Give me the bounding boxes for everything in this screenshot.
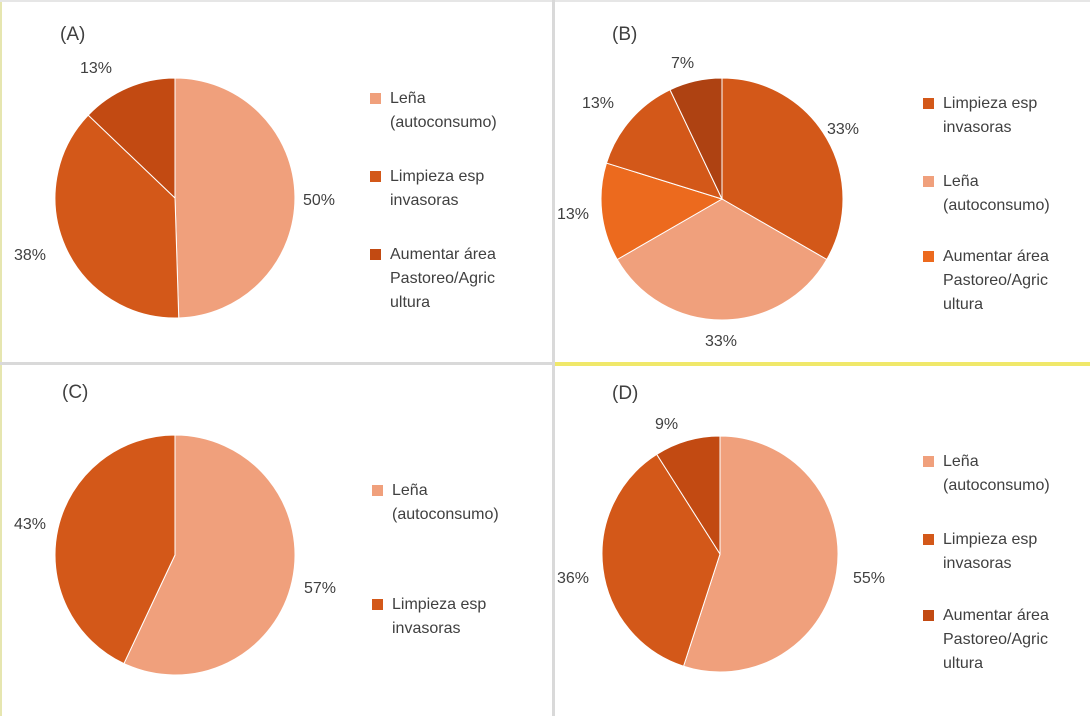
pie-slice-a-2: [87, 77, 176, 200]
data-label-a-0: 50%: [303, 192, 335, 209]
pie-slice-d-0: [682, 435, 839, 673]
legend-entry-b-1-line-0: Leña: [943, 173, 979, 190]
legend-entry-c-1-line-0: Limpieza esp: [392, 596, 486, 613]
pie-panel-d: (D) 55% 36% 9% Leña (autoconsumo) Limpieza esp…: [555, 366, 1090, 716]
pie-chart-b: (B) 33% 33% 13% 13% 7% Limpieza esp invasoras Le…: [557, 24, 1050, 350]
panel-label-b: (B): [612, 24, 637, 45]
pie-panel-c: (C) 57% 43% Leña (autoconsumo) Limpieza esp in…: [0, 365, 552, 716]
pie-slice-d-1: [601, 453, 721, 667]
data-label-c-1: 43%: [14, 516, 46, 533]
data-label-a-1: 38%: [14, 247, 46, 264]
data-label-d-2: 9%: [655, 416, 678, 433]
legend-swatch-b-1: [923, 176, 934, 187]
divider-vertical: [552, 0, 555, 716]
pie-slice-b-4: [669, 77, 723, 200]
pie-chart-d: (D) 55% 36% 9% Leña (autoconsumo) Limpieza esp…: [557, 383, 1050, 673]
legend-swatch-a-1: [370, 171, 381, 182]
legend-entry-b-0-line-1: invasoras: [943, 119, 1011, 136]
pie-slice-b-0: [721, 77, 844, 261]
data-label-b-0: 33%: [827, 121, 859, 138]
legend-entry-d-2-line-2: ultura: [943, 655, 983, 672]
legend-entry-c-1-line-1: invasoras: [392, 620, 460, 637]
legend-entry-d-2-line-1: Pastoreo/Agric: [943, 631, 1048, 648]
panel-label-d: (D): [612, 383, 638, 404]
pie-slice-b-2: [600, 162, 724, 261]
legend-entry-a-2-line-0: Aumentar área: [390, 246, 496, 263]
divider-horizontal-left: [0, 362, 552, 365]
legend-entry-b-2-line-0: Aumentar área: [943, 248, 1049, 265]
frame-left-edge: [0, 0, 2, 716]
legend-entry-b-1-line-1: (autoconsumo): [943, 197, 1050, 214]
data-label-b-2: 13%: [557, 206, 589, 223]
data-label-c-0: 57%: [304, 580, 336, 597]
legend-entry-b-0-line-0: Limpieza esp: [943, 95, 1037, 112]
legend-entry-a-1-line-1: invasoras: [390, 192, 458, 209]
legend-entry-a-2-line-1: Pastoreo/Agric: [390, 270, 495, 287]
pie-slice-a-1: [54, 114, 180, 319]
panel-label-a: (A): [60, 24, 85, 45]
legend-swatch-c-1: [372, 599, 383, 610]
pie-panel-a: (A) 50% 38% 13% Leña (autoconsumo) Limpieza es…: [0, 0, 552, 362]
pie-chart-a: (A) 50% 38% 13% Leña (autoconsumo) Limpieza es…: [14, 24, 497, 319]
legend-entry-d-2-line-0: Aumentar área: [943, 607, 1049, 624]
legend-entry-d-0-line-1: (autoconsumo): [943, 477, 1050, 494]
legend-entry-a-0-line-1: (autoconsumo): [390, 114, 497, 131]
pie-slice-c-1: [54, 434, 176, 665]
legend-entry-a-0-line-0: Leña: [390, 90, 426, 107]
data-label-d-1: 36%: [557, 570, 589, 587]
pie-panel-b: (B) 33% 33% 13% 13% 7% Limpieza esp invasoras Le…: [555, 0, 1090, 362]
panel-label-c: (C): [62, 382, 88, 403]
legend-swatch-d-0: [923, 456, 934, 467]
legend-swatch-d-2: [923, 610, 934, 621]
legend-entry-b-2-line-2: ultura: [943, 296, 983, 313]
legend-entry-a-1-line-0: Limpieza esp: [390, 168, 484, 185]
legend-swatch-c-0: [372, 485, 383, 496]
pie-slice-d-2: [656, 435, 721, 556]
legend-entry-d-0-line-0: Leña: [943, 453, 979, 470]
pie-slice-a-0: [174, 77, 296, 319]
pie-slice-b-3: [605, 89, 723, 200]
data-label-b-1: 33%: [705, 333, 737, 350]
frame-top-edge: [0, 0, 1090, 2]
legend-entry-c-0-line-0: Leña: [392, 482, 428, 499]
data-label-a-2: 13%: [80, 60, 112, 77]
data-label-b-4: 7%: [671, 55, 694, 72]
pie-slice-c-0: [123, 434, 296, 676]
legend-entry-d-1-line-0: Limpieza esp: [943, 531, 1037, 548]
legend-swatch-b-0: [923, 98, 934, 109]
data-label-d-0: 55%: [853, 570, 885, 587]
legend-swatch-a-2: [370, 249, 381, 260]
legend-entry-b-2-line-1: Pastoreo/Agric: [943, 272, 1048, 289]
legend-entry-d-1-line-1: invasoras: [943, 555, 1011, 572]
data-label-b-3: 13%: [582, 95, 614, 112]
pie-chart-c: (C) 57% 43% Leña (autoconsumo) Limpieza esp in…: [14, 382, 499, 676]
legend-entry-c-0-line-1: (autoconsumo): [392, 506, 499, 523]
divider-horizontal-right-highlight: [555, 362, 1090, 366]
legend-swatch-a-0: [370, 93, 381, 104]
legend-swatch-b-2: [923, 251, 934, 262]
legend-swatch-d-1: [923, 534, 934, 545]
legend-entry-a-2-line-2: ultura: [390, 294, 430, 311]
